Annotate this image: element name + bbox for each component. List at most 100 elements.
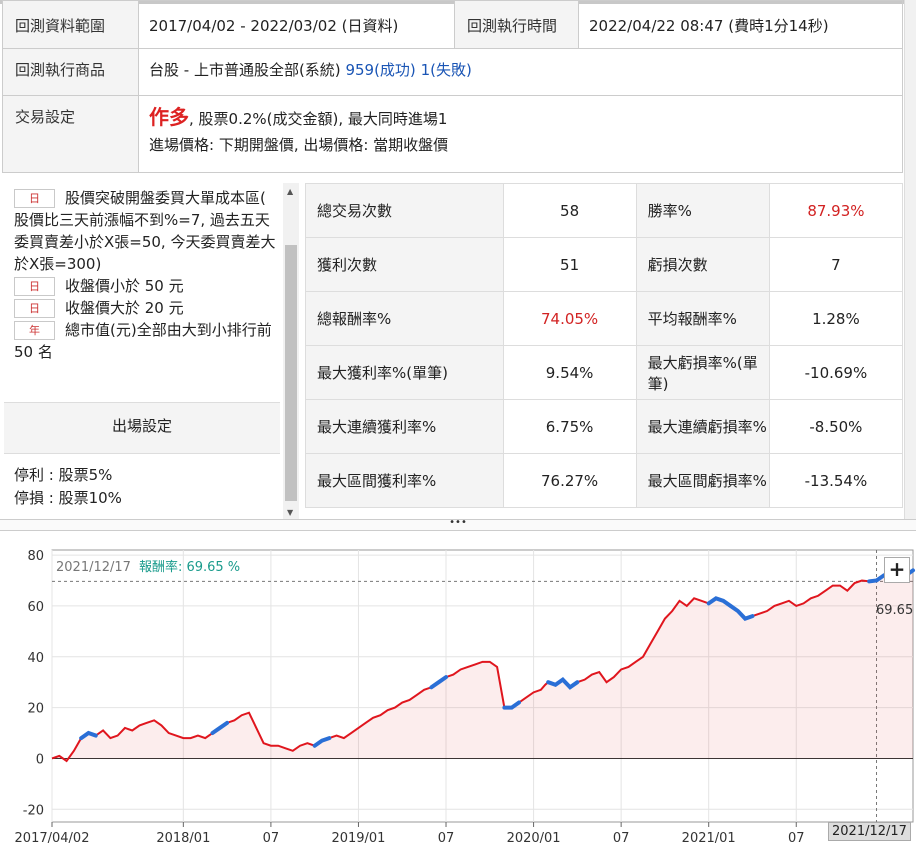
scroll-down-icon[interactable]: ▼: [287, 508, 294, 517]
exec-time-label: 回測執行時間: [454, 0, 579, 49]
condition-tag: 日: [14, 277, 55, 296]
product-value: 台股 - 上市普通股全部(系統) 959(成功) 1(失敗): [138, 48, 903, 96]
y-tick-label: 40: [27, 651, 44, 666]
equity-area: [52, 570, 913, 761]
cursor-date-label: 2021/12/17: [828, 822, 911, 841]
stat-value: 87.93%: [768, 183, 904, 238]
trade-value: 作多, 股票0.2%(成交金額), 最大同時進場1 進場價格: 下期開盤價, 出…: [138, 95, 903, 173]
stats-row: 總報酬率% 74.05% 平均報酬率% 1.28%: [305, 291, 904, 346]
stat-label: 勝率%: [635, 183, 770, 238]
stats-table: 總交易次數 58 勝率% 87.93% 獲利次數 51 虧損次數 7 總報酬率% 74.05% 平均…: [305, 183, 904, 508]
exec-time-value: 2022/04/22 08:47 (費時1分14秒): [578, 0, 903, 49]
stat-value: 9.54%: [502, 345, 637, 400]
last-value-label: 69.65: [876, 603, 914, 618]
condition-scrollbar[interactable]: ▲ ▼: [283, 183, 299, 519]
condition-text: 收盤價小於 50 元: [65, 277, 184, 295]
chart-header: 2021/12/17 報酬率: 69.65 %: [56, 556, 240, 575]
condition-list: 日股價突破開盤委買大單成本區( 股價比三天前漲幅不到%=7, 過去五天委買賣差小…: [4, 183, 280, 403]
stat-value: 51: [502, 237, 637, 292]
zoom-in-button[interactable]: +: [884, 557, 910, 583]
stat-label: 平均報酬率%: [635, 291, 770, 346]
trade-prices: 進場價格: 下期開盤價, 出場價格: 當期收盤價: [149, 136, 449, 154]
y-tick-label: 80: [27, 549, 44, 564]
stats-row: 總交易次數 58 勝率% 87.93%: [305, 183, 904, 238]
x-tick-label: 07: [788, 831, 805, 846]
stat-label: 最大虧損率%(單筆): [635, 345, 770, 400]
x-tick-label: 2018/01: [156, 831, 210, 846]
y-tick-label: 0: [36, 752, 44, 767]
position-segment: [546, 677, 580, 690]
condition-item: 日收盤價小於 50 元: [14, 275, 276, 297]
condition-item: 日收盤價大於 20 元: [14, 297, 276, 319]
stat-label: 最大連續虧損率%: [635, 399, 770, 454]
right-scrollbar[interactable]: [904, 0, 916, 520]
position-segment: [706, 596, 755, 621]
equity-line: [51, 569, 914, 763]
stop-loss: 停損 : 股票10%: [14, 489, 122, 507]
plot-area: [51, 549, 914, 823]
stat-value: -8.50%: [768, 399, 904, 454]
trade-direction: 作多: [149, 105, 189, 129]
stat-value: 76.27%: [502, 453, 637, 508]
range-value: 2017/04/02 - 2022/03/02 (日資料): [138, 0, 455, 49]
condition-tag: 日: [14, 299, 55, 318]
condition-text: 收盤價大於 20 元: [65, 299, 184, 317]
condition-text: 股價突破開盤委買大單成本區( 股價比三天前漲幅不到%=7, 過去五天委買賣差小於…: [14, 189, 276, 273]
chart-return: 報酬率: 69.65 %: [138, 560, 241, 575]
stat-label: 最大區間獲利率%: [305, 453, 504, 508]
x-tick-label: 2019/01: [331, 831, 385, 846]
x-tick-label: 2020/01: [507, 831, 561, 846]
exit-settings-header: 出場設定: [4, 402, 280, 454]
stat-value: 6.75%: [502, 399, 637, 454]
y-tick-label: 20: [27, 702, 44, 717]
stats-row: 最大連續獲利率% 6.75% 最大連續虧損率% -8.50%: [305, 399, 904, 454]
stat-label: 最大獲利率%(單筆): [305, 345, 504, 400]
stat-value: 1.28%: [768, 291, 904, 346]
condition-item: 年總市值(元)全部由大到小排行前 50 名: [14, 319, 276, 363]
stat-label: 總交易次數: [305, 183, 504, 238]
position-segment: [429, 675, 449, 690]
stat-value: -13.54%: [768, 453, 904, 508]
stat-label: 總報酬率%: [305, 291, 504, 346]
product-label: 回測執行商品: [2, 48, 139, 96]
product-name: 台股 - 上市普通股全部(系統): [149, 61, 341, 79]
x-tick-label: 07: [263, 831, 280, 846]
x-tick-label: 2021/01: [682, 831, 736, 846]
exit-settings-values: 停利 : 股票5% 停損 : 股票10%: [14, 464, 122, 510]
product-success-link[interactable]: 959(成功): [345, 61, 416, 79]
stat-value: 58: [502, 183, 637, 238]
range-label: 回測資料範圍: [2, 0, 139, 49]
condition-text: 總市值(元)全部由大到小排行前 50 名: [14, 321, 272, 361]
x-tick-label: 07: [613, 831, 630, 846]
equity-chart: 80 60 40 20 0 -20 2017/04/02 2018/01 07 2019/01 07…: [15, 549, 915, 846]
chart-date: 2021/12/17: [56, 560, 131, 575]
trade-label: 交易設定: [2, 95, 139, 173]
scroll-thumb[interactable]: [285, 245, 297, 501]
stats-row: 獲利次數 51 虧損次數 7: [305, 237, 904, 292]
position-segment: [210, 720, 230, 736]
stat-label: 最大區間虧損率%: [635, 453, 770, 508]
condition-tag: 日: [14, 189, 55, 208]
condition-item: 日股價突破開盤委買大單成本區( 股價比三天前漲幅不到%=7, 過去五天委買賣差小…: [14, 187, 276, 275]
stat-label: 虧損次數: [635, 237, 770, 292]
x-tick-label: 07: [438, 831, 455, 846]
trade-rest: , 股票0.2%(成交金額), 最大同時進場1: [189, 110, 448, 128]
position-segment: [312, 736, 332, 748]
stats-row: 最大獲利率%(單筆) 9.54% 最大虧損率%(單筆) -10.69%: [305, 345, 904, 400]
position-segment: [79, 730, 98, 741]
position-segment: [502, 700, 521, 710]
y-tick-label: -20: [23, 803, 44, 818]
take-profit: 停利 : 股票5%: [14, 466, 113, 484]
y-tick-label: 60: [27, 600, 44, 615]
x-tick-label: 2017/04/02: [15, 831, 90, 846]
panel-splitter[interactable]: •••: [0, 518, 916, 531]
stats-row: 最大區間獲利率% 76.27% 最大區間虧損率% -13.54%: [305, 453, 904, 508]
stat-value: -10.69%: [768, 345, 904, 400]
backtest-info-table: 回測資料範圍 2017/04/02 - 2022/03/02 (日資料) 回測執…: [2, 0, 903, 173]
product-fail-link[interactable]: 1(失敗): [420, 61, 472, 79]
condition-tag: 年: [14, 321, 55, 340]
stat-label: 獲利次數: [305, 237, 504, 292]
stat-value: 7: [768, 237, 904, 292]
stat-label: 最大連續獲利率%: [305, 399, 504, 454]
scroll-up-icon[interactable]: ▲: [287, 187, 294, 196]
